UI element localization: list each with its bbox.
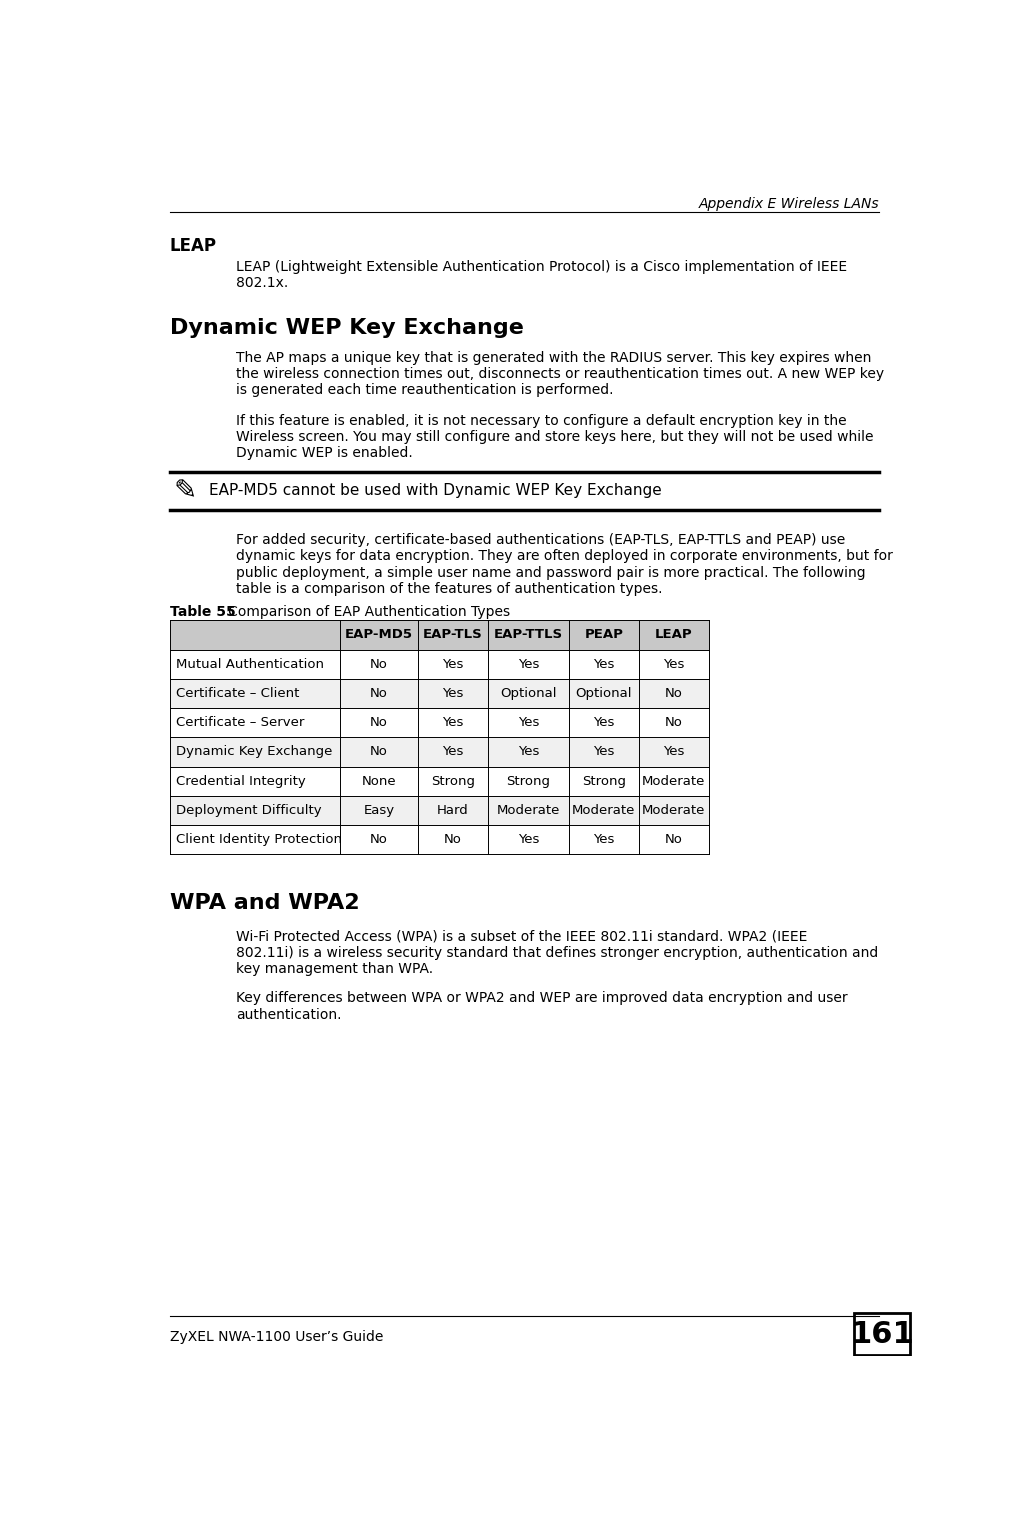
- Text: EAP-TTLS: EAP-TTLS: [494, 628, 563, 642]
- Text: No: No: [371, 687, 388, 700]
- Text: Optional: Optional: [575, 687, 632, 700]
- Text: Yes: Yes: [593, 834, 615, 846]
- Text: Yes: Yes: [442, 716, 463, 728]
- Bar: [170, 824, 709, 855]
- Text: Yes: Yes: [517, 834, 539, 846]
- Text: Deployment Difficulty: Deployment Difficulty: [176, 805, 322, 817]
- Text: Yes: Yes: [442, 658, 463, 671]
- Text: No: No: [665, 716, 682, 728]
- Text: Hard: Hard: [437, 805, 468, 817]
- Bar: [170, 767, 709, 796]
- Text: Moderate: Moderate: [497, 805, 560, 817]
- Text: Key differences between WPA or WPA2 and WEP are improved data encryption and use: Key differences between WPA or WPA2 and …: [236, 992, 847, 1021]
- Text: No: No: [665, 687, 682, 700]
- Text: Yes: Yes: [442, 687, 463, 700]
- Text: No: No: [371, 716, 388, 728]
- Text: Easy: Easy: [363, 805, 395, 817]
- Bar: [170, 678, 709, 709]
- Text: Yes: Yes: [517, 716, 539, 728]
- Text: ✎: ✎: [174, 477, 197, 504]
- Text: Dynamic WEP Key Exchange: Dynamic WEP Key Exchange: [170, 317, 523, 338]
- Text: Certificate – Client: Certificate – Client: [176, 687, 299, 700]
- Text: Moderate: Moderate: [642, 774, 705, 788]
- Text: Yes: Yes: [593, 716, 615, 728]
- Text: Table 55: Table 55: [170, 605, 235, 619]
- Text: Yes: Yes: [593, 745, 615, 759]
- Text: Yes: Yes: [517, 745, 539, 759]
- Text: EAP-TLS: EAP-TLS: [422, 628, 483, 642]
- Text: LEAP: LEAP: [170, 236, 217, 255]
- Text: The AP maps a unique key that is generated with the RADIUS server. This key expi: The AP maps a unique key that is generat…: [236, 351, 884, 398]
- Bar: [170, 620, 709, 649]
- Text: Appendix E Wireless LANs: Appendix E Wireless LANs: [698, 197, 879, 210]
- Text: Strong: Strong: [506, 774, 551, 788]
- Text: WPA and WPA2: WPA and WPA2: [170, 893, 359, 913]
- Text: For added security, certificate-based authentications (EAP-TLS, EAP-TTLS and PEA: For added security, certificate-based au…: [236, 533, 893, 596]
- Text: Mutual Authentication: Mutual Authentication: [176, 658, 324, 671]
- Text: No: No: [371, 745, 388, 759]
- Text: Yes: Yes: [663, 745, 684, 759]
- Text: Strong: Strong: [582, 774, 626, 788]
- Text: No: No: [371, 834, 388, 846]
- Text: PEAP: PEAP: [584, 628, 623, 642]
- Text: No: No: [371, 658, 388, 671]
- Text: Moderate: Moderate: [642, 805, 705, 817]
- Text: LEAP: LEAP: [655, 628, 692, 642]
- Text: EAP-MD5: EAP-MD5: [345, 628, 413, 642]
- Text: Wi-Fi Protected Access (WPA) is a subset of the IEEE 802.11i standard. WPA2 (IEE: Wi-Fi Protected Access (WPA) is a subset…: [236, 930, 878, 977]
- Text: Moderate: Moderate: [572, 805, 635, 817]
- Bar: [170, 738, 709, 767]
- Bar: [170, 709, 709, 738]
- Text: Yes: Yes: [442, 745, 463, 759]
- Text: None: None: [361, 774, 396, 788]
- Text: LEAP (Lightweight Extensible Authentication Protocol) is a Cisco implementation : LEAP (Lightweight Extensible Authenticat…: [236, 261, 847, 290]
- Bar: [170, 649, 709, 678]
- Text: 161: 161: [850, 1320, 914, 1349]
- Text: Strong: Strong: [431, 774, 474, 788]
- Text: Dynamic Key Exchange: Dynamic Key Exchange: [176, 745, 333, 759]
- Text: EAP-MD5 cannot be used with Dynamic WEP Key Exchange: EAP-MD5 cannot be used with Dynamic WEP …: [209, 483, 662, 498]
- Text: Credential Integrity: Credential Integrity: [176, 774, 305, 788]
- Bar: [170, 796, 709, 824]
- Text: If this feature is enabled, it is not necessary to configure a default encryptio: If this feature is enabled, it is not ne…: [236, 415, 873, 460]
- Text: Yes: Yes: [663, 658, 684, 671]
- Text: No: No: [665, 834, 682, 846]
- Text: Yes: Yes: [593, 658, 615, 671]
- Bar: [854, 1314, 910, 1355]
- Text: Yes: Yes: [517, 658, 539, 671]
- Text: ZyXEL NWA-1100 User’s Guide: ZyXEL NWA-1100 User’s Guide: [170, 1330, 383, 1344]
- Text: Optional: Optional: [500, 687, 557, 700]
- Text: Comparison of EAP Authentication Types: Comparison of EAP Authentication Types: [215, 605, 510, 619]
- Text: No: No: [444, 834, 462, 846]
- Text: Certificate – Server: Certificate – Server: [176, 716, 304, 728]
- Text: Client Identity Protection: Client Identity Protection: [176, 834, 342, 846]
